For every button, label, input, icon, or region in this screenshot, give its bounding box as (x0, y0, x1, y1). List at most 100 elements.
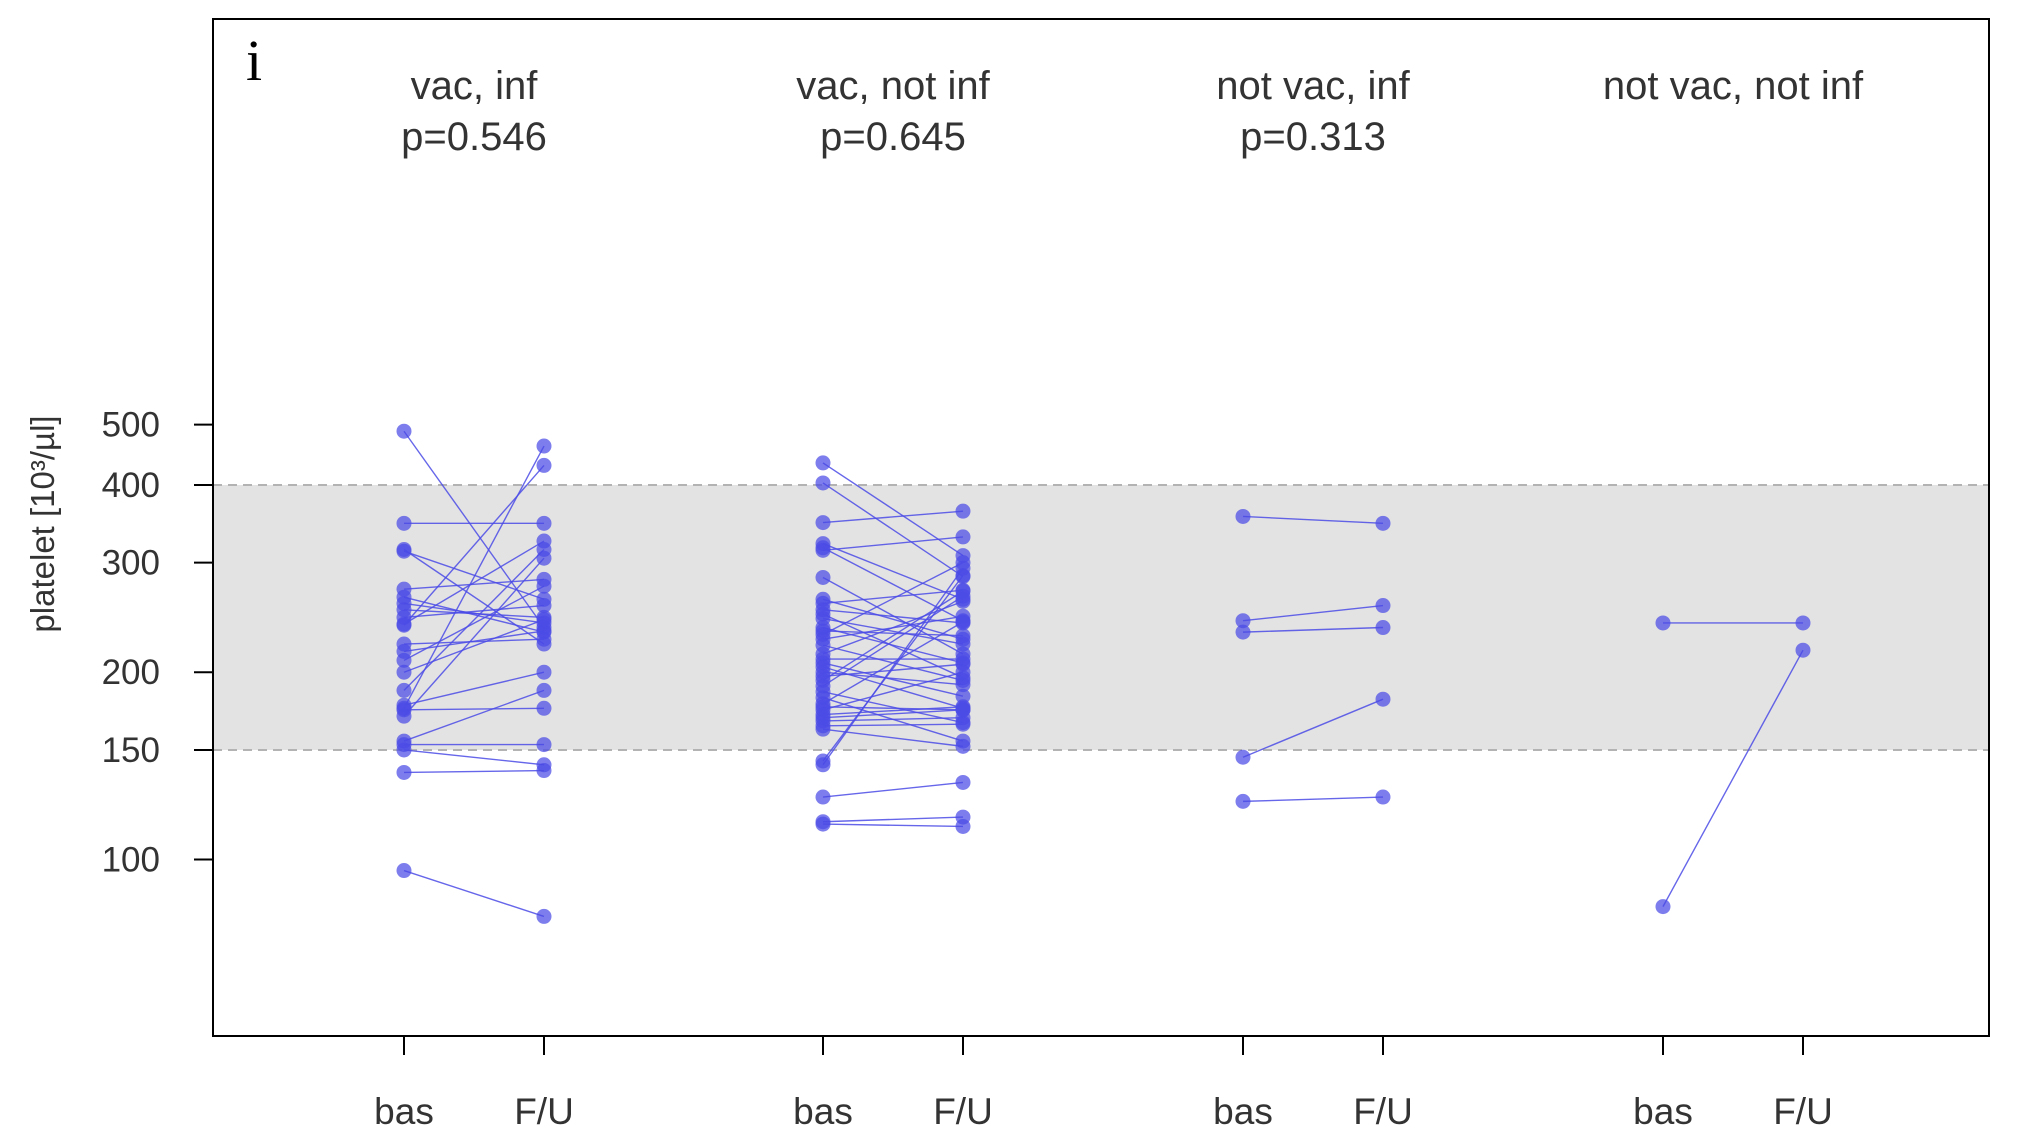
group-p-value: p=0.313 (1240, 115, 1386, 159)
followup-point (1375, 789, 1391, 805)
y-tick-label: 200 (102, 653, 160, 692)
followup-point (1795, 615, 1811, 631)
followup-point (955, 560, 971, 576)
followup-point (536, 682, 552, 698)
data-layer (396, 423, 1811, 924)
y-tick-label: 300 (102, 544, 160, 583)
baseline-point (815, 721, 831, 737)
followup-point (955, 664, 971, 680)
group-p-value: p=0.645 (820, 115, 966, 159)
pair-line (1242, 626, 1384, 633)
x-tick-label: bas (1213, 1091, 1273, 1132)
x-tick-label: bas (1633, 1091, 1693, 1132)
pair-line (822, 691, 964, 724)
pair-line (822, 536, 964, 552)
baseline-point (815, 515, 831, 531)
pair-line (1662, 649, 1804, 907)
baseline-point (396, 863, 412, 879)
followup-point (536, 550, 552, 566)
baseline-point (1235, 793, 1251, 809)
pair-line (822, 482, 964, 578)
panel-label: i (246, 28, 262, 93)
y-tick-label: 500 (102, 406, 160, 445)
followup-point (955, 716, 971, 732)
pair-line (403, 557, 545, 717)
followup-point (955, 677, 971, 693)
x-tick-label: F/U (514, 1091, 574, 1132)
pair-line (822, 706, 964, 716)
baseline-point (396, 423, 412, 439)
baseline-point (1235, 613, 1251, 629)
pair-line (822, 823, 964, 828)
baseline-point (396, 617, 412, 633)
x-tick-label: F/U (933, 1091, 993, 1132)
pair-line (403, 445, 545, 709)
pair-line (403, 707, 545, 711)
pair-line (822, 600, 964, 655)
pair-line (403, 604, 545, 619)
y-tick-label: 400 (102, 466, 160, 505)
followup-point (536, 700, 552, 716)
pair-line (822, 723, 964, 727)
followup-point (955, 628, 971, 644)
pair-line (822, 547, 964, 622)
pair-line (403, 578, 545, 590)
followup-point (955, 818, 971, 834)
pair-line (822, 595, 964, 687)
pair-line (822, 626, 964, 664)
baseline-point (396, 708, 412, 724)
x-axis: bas F/U bas F/U bas F/U bas F/U (374, 1036, 1833, 1132)
pair-line (822, 662, 964, 697)
pair-line (822, 462, 964, 557)
x-tick-label: bas (374, 1091, 434, 1132)
baseline-point (815, 816, 831, 832)
followup-point (536, 763, 552, 779)
pair-line (822, 717, 964, 722)
pair-line (403, 749, 545, 766)
pair-line (1242, 515, 1384, 525)
followup-point (536, 438, 552, 454)
baseline-point (1235, 749, 1251, 765)
y-tick-label: 100 (102, 841, 160, 880)
pair-line (403, 540, 545, 625)
baseline-point (815, 542, 831, 558)
pair-line (403, 550, 545, 600)
baseline-point (1235, 508, 1251, 524)
pair-line (1242, 604, 1384, 622)
x-tick-label: F/U (1773, 1091, 1833, 1132)
reference-band (213, 484, 1989, 750)
pair-line (822, 663, 964, 678)
pair-line (822, 671, 964, 711)
pair-line (403, 869, 545, 918)
group-title: vac, not inf (796, 64, 990, 108)
baseline-point (396, 742, 412, 758)
baseline-point (396, 515, 412, 531)
followup-point (536, 908, 552, 924)
pair-line (403, 596, 545, 633)
baseline-point (396, 764, 412, 780)
followup-point (1375, 691, 1391, 707)
pair-line (822, 562, 964, 636)
pair-line (822, 542, 964, 600)
pair-line (403, 769, 545, 774)
pair-line (822, 589, 964, 605)
pair-line (822, 706, 964, 711)
baseline-point (396, 543, 412, 559)
followup-point (536, 578, 552, 594)
pair-line (403, 689, 545, 742)
baseline-point (1655, 615, 1671, 631)
followup-point (536, 737, 552, 753)
followup-point (955, 738, 971, 754)
baseline-point (815, 757, 831, 773)
baseline-point (815, 475, 831, 491)
pair-line (403, 585, 545, 661)
group-p-value: p=0.546 (401, 115, 547, 159)
baseline-point (396, 664, 412, 680)
pair-line (822, 709, 964, 719)
baseline-point (396, 682, 412, 698)
followup-point (536, 664, 552, 680)
followup-point (1375, 620, 1391, 636)
baseline-point (815, 455, 831, 471)
